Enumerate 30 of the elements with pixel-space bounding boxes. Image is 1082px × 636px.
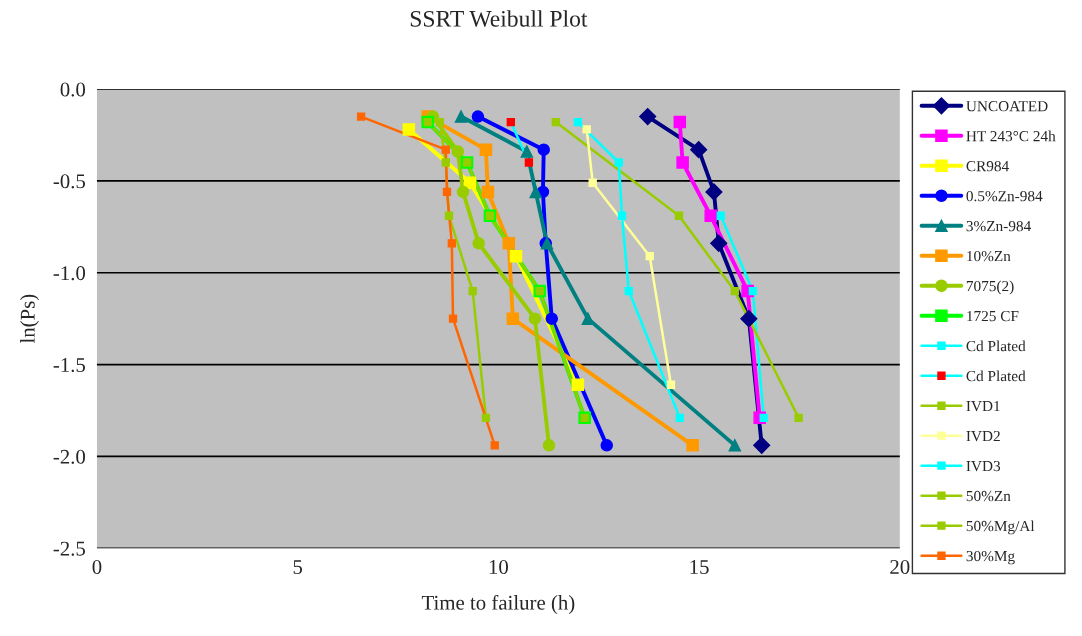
legend-label: 1725 CF: [967, 310, 1019, 322]
legend-label: IVD1: [966, 400, 1000, 412]
x-tick-label: 15: [690, 560, 709, 574]
legend-label: 50%Zn: [966, 490, 1011, 502]
legend-label: 30%Mg: [966, 550, 1015, 565]
y-tick-label: -1.0: [53, 266, 86, 281]
x-axis-title: Time to failure (h): [421, 594, 575, 615]
y-tick-label: 0.0: [60, 82, 86, 97]
legend-label: 7075(2): [966, 280, 1014, 295]
legend-label: IVD3: [966, 460, 1001, 472]
x-tick-label: 20: [890, 559, 910, 574]
legend-label: 3%Zn-984: [966, 220, 1031, 232]
legend-label: IVD2: [966, 430, 1000, 442]
x-tick-label: 5: [293, 560, 303, 574]
legend-label: UNCOATED: [966, 101, 1048, 112]
chart-title: SSRT Weibull Plot: [410, 10, 588, 27]
y-tick-label: -2.0: [53, 449, 86, 464]
y-tick-label: -0.5: [53, 174, 86, 189]
legend-label: 10%Zn: [967, 250, 1011, 262]
x-tick-label: 10: [489, 559, 508, 574]
legend-label: HT 243°C 24h: [966, 130, 1056, 142]
legend-label: CR984: [966, 160, 1009, 172]
y-tick-label: -1.5: [53, 358, 86, 373]
legend-label: Cd Plated: [966, 370, 1026, 382]
y-tick-label: -2.5: [53, 541, 86, 556]
x-tick-label: 0: [92, 559, 102, 574]
legend-label: 0.5%Zn-984: [966, 190, 1043, 202]
y-axis-title: ln(Ps): [20, 294, 39, 344]
legend-label: 50%Mg/Al: [966, 520, 1035, 535]
legend-label: Cd Plated: [966, 340, 1026, 352]
